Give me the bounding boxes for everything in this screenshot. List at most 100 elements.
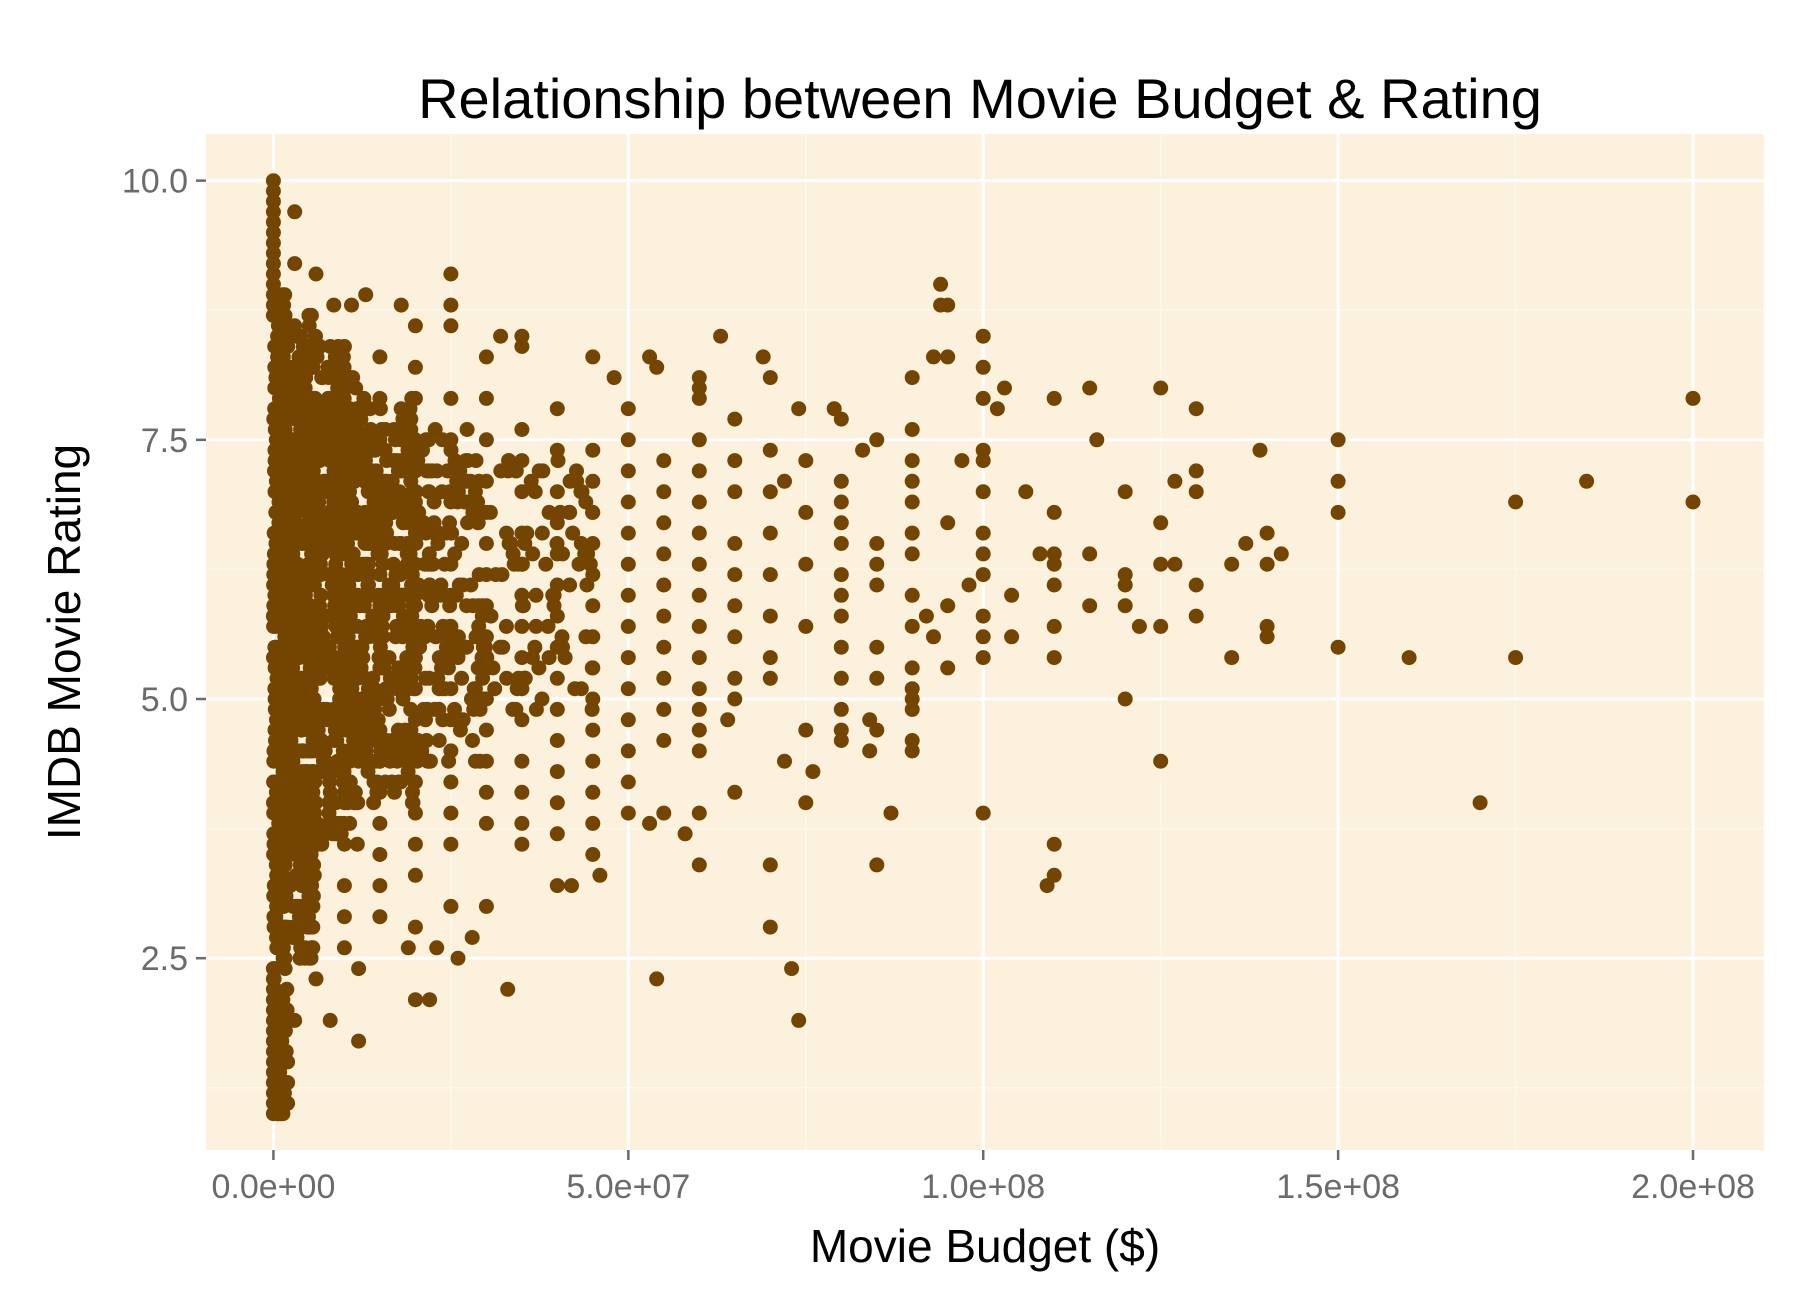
data-point — [997, 380, 1012, 396]
data-point — [301, 349, 317, 365]
data-point — [499, 670, 515, 686]
data-point — [691, 390, 707, 406]
data-point — [407, 681, 423, 697]
data-point — [358, 287, 374, 303]
data-point — [1117, 577, 1133, 593]
data-point — [691, 463, 707, 479]
data-point — [351, 660, 367, 676]
data-point — [336, 587, 352, 603]
data-point — [302, 618, 318, 634]
data-point — [346, 411, 362, 427]
data-point — [549, 795, 565, 811]
data-point — [1685, 494, 1701, 510]
data-point — [336, 836, 352, 852]
data-point — [359, 504, 375, 520]
data-point — [290, 473, 306, 489]
data-point — [301, 805, 317, 821]
data-point — [762, 670, 778, 686]
data-point — [308, 971, 324, 987]
data-point — [443, 650, 459, 666]
data-point — [1153, 380, 1169, 396]
data-point — [975, 442, 991, 458]
data-point — [549, 878, 565, 894]
data-point — [606, 370, 622, 386]
data-point — [833, 494, 849, 510]
data-point — [514, 422, 530, 437]
data-point — [431, 733, 447, 748]
data-point — [528, 618, 544, 634]
data-point — [833, 587, 849, 603]
data-point — [265, 214, 281, 230]
data-point — [382, 670, 398, 686]
data-point — [287, 204, 303, 220]
data-point — [505, 701, 521, 717]
data-point — [585, 753, 601, 769]
data-point — [336, 878, 352, 894]
data-point — [275, 774, 291, 790]
data-point — [265, 1085, 281, 1101]
data-point — [904, 618, 920, 634]
data-point — [904, 681, 920, 697]
data-point — [308, 266, 324, 282]
data-point — [265, 1023, 281, 1039]
data-point — [372, 473, 388, 489]
data-point — [458, 453, 474, 469]
data-point — [428, 629, 444, 645]
data-point — [291, 525, 307, 541]
data-point — [280, 1095, 296, 1111]
data-point — [585, 722, 601, 738]
data-point — [498, 618, 514, 634]
data-point — [478, 815, 494, 831]
data-point — [270, 660, 285, 676]
data-point — [279, 1002, 295, 1018]
data-point — [833, 536, 849, 551]
data-point — [372, 629, 388, 645]
data-point — [459, 422, 475, 437]
data-point — [514, 681, 530, 697]
data-point — [454, 670, 470, 686]
data-point — [422, 753, 438, 769]
data-point — [926, 349, 941, 365]
data-point — [541, 650, 557, 666]
data-point — [549, 764, 565, 780]
data-point — [328, 442, 344, 458]
data-point — [342, 774, 358, 790]
data-point — [323, 536, 339, 551]
data-point — [620, 463, 636, 479]
data-point — [279, 981, 295, 997]
data-point — [328, 618, 344, 634]
data-point — [791, 401, 807, 417]
data-point — [478, 504, 494, 520]
data-point — [833, 567, 849, 583]
data-point — [762, 484, 778, 500]
data-point — [1089, 432, 1105, 448]
data-point — [305, 494, 321, 510]
data-point — [443, 836, 459, 852]
data-point — [904, 494, 920, 510]
chart-title: Relationship between Movie Budget & Rati… — [418, 67, 1542, 130]
data-point — [284, 567, 300, 583]
data-point — [1238, 536, 1254, 551]
data-point — [562, 473, 578, 489]
data-point — [1131, 618, 1147, 634]
data-point — [904, 525, 920, 541]
data-point — [431, 701, 447, 717]
data-point — [349, 618, 365, 634]
data-point — [478, 691, 494, 707]
data-point — [975, 629, 991, 645]
data-point — [459, 598, 475, 614]
data-point — [384, 484, 400, 500]
data-point — [1259, 556, 1275, 572]
data-point — [352, 598, 368, 614]
data-point — [345, 743, 361, 759]
data-point — [265, 297, 281, 313]
data-point — [492, 639, 508, 655]
data-point — [280, 1054, 296, 1070]
data-point — [691, 857, 707, 873]
data-point — [443, 587, 459, 603]
data-point — [1117, 691, 1133, 707]
data-point — [869, 432, 885, 448]
y-tick-label: 5.0 — [141, 681, 188, 719]
data-point — [620, 556, 636, 572]
data-point — [292, 328, 308, 344]
